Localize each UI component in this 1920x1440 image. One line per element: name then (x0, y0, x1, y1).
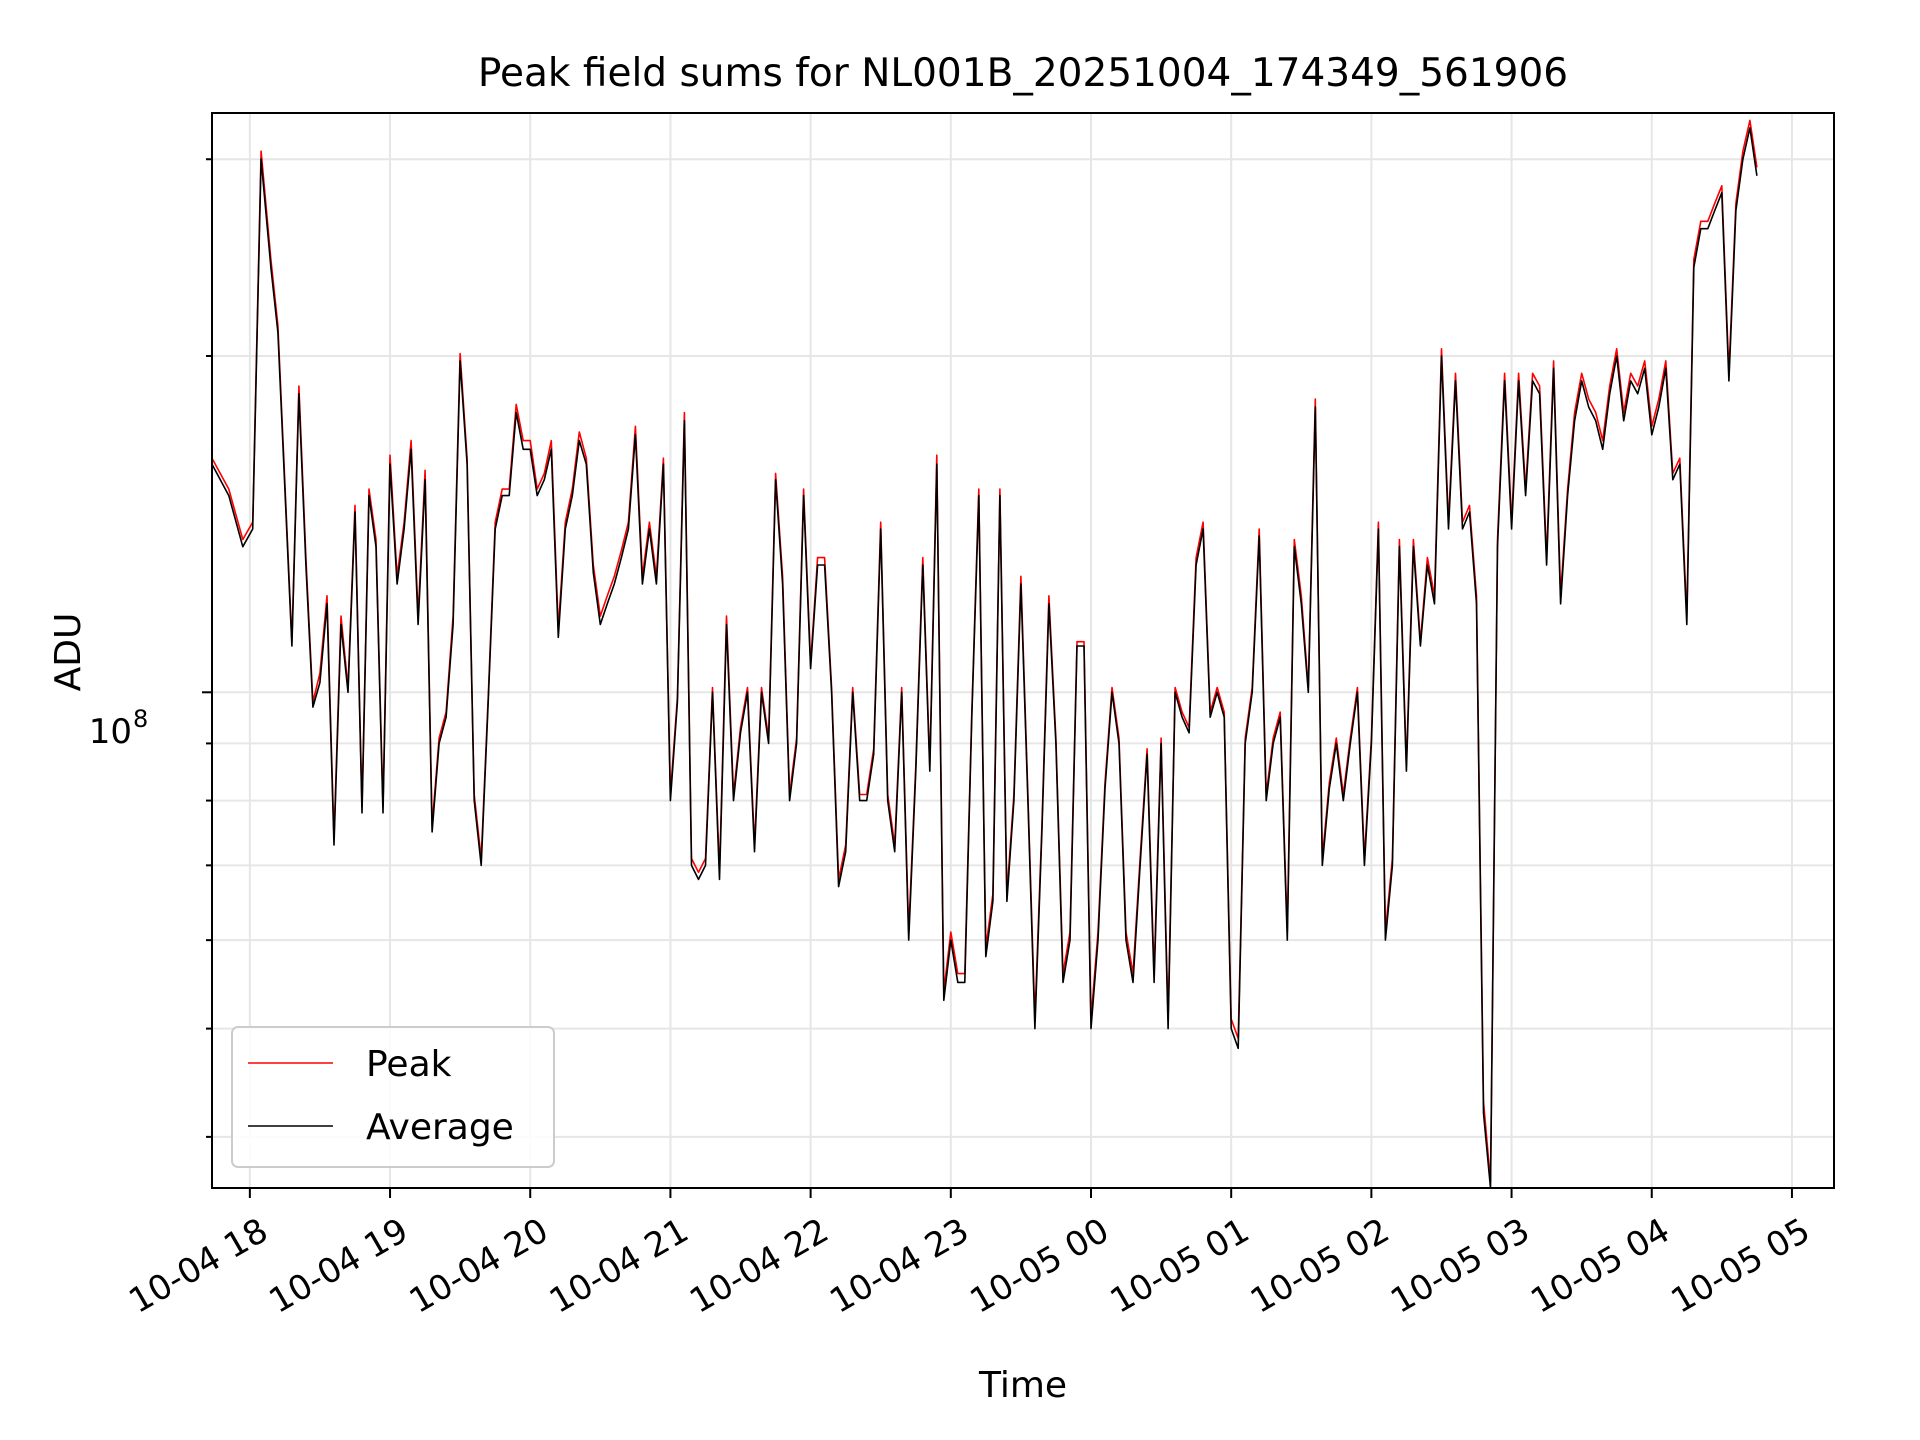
y-axis-ticks (202, 158, 212, 1138)
y-tick-label-1e8: 10 8 (89, 705, 149, 752)
y-tick-exponent: 8 (133, 705, 148, 733)
y-tick-base: 10 (89, 712, 132, 752)
legend: Peak Average (231, 1026, 555, 1168)
x-axis-label: Time (978, 1365, 1067, 1406)
plot-frame (211, 112, 1835, 1189)
peak-line (211, 119, 1758, 1183)
legend-box (231, 1026, 555, 1168)
legend-label-peak: Peak (366, 1044, 452, 1085)
y-axis-label: ADU (48, 613, 89, 692)
average-line (211, 127, 1758, 1189)
chart-title: Peak field sums for NL001B_20251004_1743… (478, 51, 1568, 96)
series-lines (211, 119, 1758, 1189)
legend-label-average: Average (366, 1107, 514, 1148)
grid (212, 113, 1834, 1188)
